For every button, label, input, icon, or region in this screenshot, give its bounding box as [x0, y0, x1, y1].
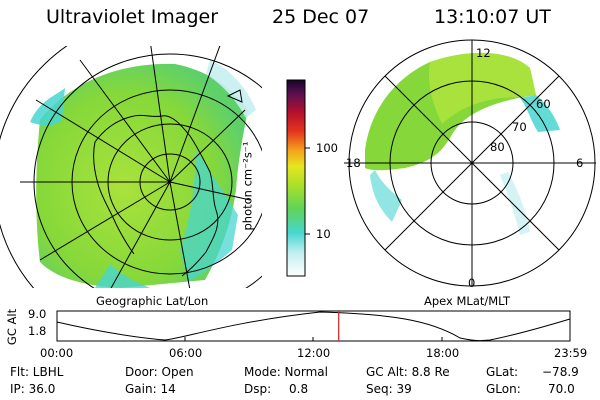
altitude-curve: [56, 311, 571, 342]
timeline-xtick-2359: 23:59: [554, 346, 588, 360]
glat-info-label: GLat:: [486, 365, 519, 379]
apex-panel-label: Apex MLat/MLT: [424, 294, 511, 308]
time-label: 13:10:07 UT: [434, 6, 551, 28]
mlt-label-6: 6: [576, 156, 584, 170]
date-label: 25 Dec 07: [272, 6, 370, 28]
geo-coastline: [93, 114, 219, 277]
lat-label-80: 80: [490, 140, 505, 154]
timeline-xtick-1800: 18:00: [426, 346, 460, 360]
mlt-label-12: 12: [476, 46, 491, 60]
geo-panel-label: Geographic Lat/Lon: [96, 294, 209, 308]
timeline-frame: [56, 310, 571, 342]
timeline-xtick-1200: 12:00: [297, 346, 331, 360]
colorbar-tick-100: 100: [316, 141, 338, 155]
geographic-map: [0, 46, 262, 288]
colorbar-title: photon cm⁻²s⁻¹: [240, 141, 255, 231]
glon-info-label: GLon:: [486, 382, 521, 396]
timeline-ytick-bottom: 1.8: [28, 324, 47, 338]
sequence-info: Seq: 39: [366, 382, 412, 396]
mlt-label-18: 18: [346, 156, 361, 170]
dsp-info-value: 0.8: [289, 382, 309, 396]
filter-info: Flt: LBHL: [10, 365, 64, 379]
altitude-timeline: [56, 310, 571, 342]
gc-altitude-info: GC Alt: 8.8 Re: [366, 365, 450, 379]
timeline-xtick-0600: 06:00: [169, 346, 203, 360]
colorbar-gradient: [286, 79, 306, 277]
colorbar-tick-10: 10: [316, 227, 331, 241]
ip-info: IP: 36.0: [10, 382, 56, 396]
glon-info-value: 70.0: [548, 382, 575, 396]
lat-label-60: 60: [536, 97, 551, 111]
dsp-info-label: Dsp:: [244, 382, 272, 396]
mode-info: Mode: Normal: [244, 365, 328, 379]
colorbar: [286, 79, 310, 277]
gain-info: Gain: 14: [125, 382, 176, 396]
apex-map: [344, 39, 596, 287]
timeline-xtick-0000: 00:00: [40, 346, 74, 360]
instrument-title: Ultraviolet Imager: [46, 6, 219, 28]
mlt-label-0: 0: [468, 276, 476, 290]
timeline-ylabel: GC Alt: [5, 308, 20, 346]
lat-label-70: 70: [512, 120, 527, 134]
door-info: Door: Open: [125, 365, 194, 379]
timeline-ytick-top: 9.0: [28, 307, 47, 321]
glat-info-value: −78.9: [542, 365, 579, 379]
